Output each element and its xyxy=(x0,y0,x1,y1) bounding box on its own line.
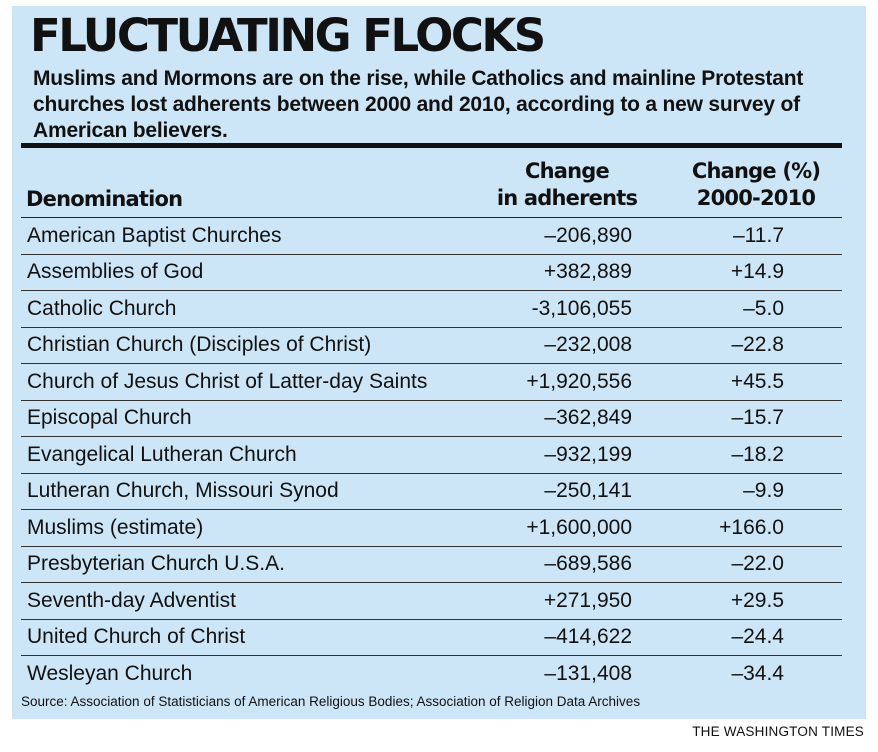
row-percent: +166.0 xyxy=(719,515,784,539)
row-change: –206,890 xyxy=(544,223,632,247)
row-percent: –18.2 xyxy=(731,442,784,466)
publisher-credit: THE WASHINGTON TIMES xyxy=(692,724,864,739)
header-percent-line1: Change (%) xyxy=(691,159,821,183)
table-row: Assemblies of God +382,889 +14.9 xyxy=(21,255,842,291)
row-percent: –11.7 xyxy=(733,223,784,247)
row-change: –232,008 xyxy=(544,333,632,357)
table-row: Christian Church (Disciples of Christ) –2… xyxy=(21,328,842,364)
graphic-panel: FLUCTUATING FLOCKS Muslims and Mormons a… xyxy=(12,6,866,719)
row-denomination: Presbyterian Church U.S.A. xyxy=(27,552,285,576)
table-body: American Baptist Churches –206,890 –11.7 As… xyxy=(21,218,842,692)
header-change-line2: in adherents xyxy=(496,186,638,210)
row-change: +1,600,000 xyxy=(526,515,632,539)
table-row: Evangelical Lutheran Church –932,199 –18.2 xyxy=(21,437,842,474)
row-denomination: Evangelical Lutheran Church xyxy=(27,442,297,466)
chart-title: FLUCTUATING FLOCKS xyxy=(30,9,546,62)
row-percent: –15.7 xyxy=(731,406,784,430)
row-change: +1,920,556 xyxy=(526,369,632,393)
row-change: +382,889 xyxy=(543,260,632,284)
row-percent: –24.4 xyxy=(731,625,784,649)
row-denomination: United Church of Christ xyxy=(27,625,246,649)
table-row: Muslims (estimate) +1,600,000 +166.0 xyxy=(21,510,842,547)
row-denomination: Church of Jesus Christ of Latter-day Sai… xyxy=(27,369,428,393)
row-percent: +14.9 xyxy=(730,260,784,284)
row-change: –932,199 xyxy=(544,442,632,466)
row-change: +271,950 xyxy=(543,588,632,612)
row-change: –250,141 xyxy=(544,479,632,503)
row-denomination: Christian Church (Disciples of Christ) xyxy=(27,333,372,357)
table-header: Denomination Change in adherents Change (… xyxy=(21,148,842,218)
chart-subtitle: Muslims and Mormons are on the rise, whi… xyxy=(33,67,804,142)
row-change: -3,106,055 xyxy=(531,296,632,320)
row-percent: +45.5 xyxy=(730,369,784,393)
row-percent: –5.0 xyxy=(743,296,784,320)
header-change: Change in adherents xyxy=(487,158,647,212)
row-denomination: Assemblies of God xyxy=(27,260,204,284)
source-note: Source: Association of Statisticians of … xyxy=(21,694,641,709)
row-percent: –9.9 xyxy=(743,479,784,503)
table-row: Seventh-day Adventist +271,950 +29.5 xyxy=(21,583,842,620)
row-change: –131,408 xyxy=(544,661,632,685)
row-denomination: Seventh-day Adventist xyxy=(27,588,236,612)
row-change: –362,849 xyxy=(544,406,632,430)
row-denomination: Lutheran Church, Missouri Synod xyxy=(27,479,339,503)
table-row: Episcopal Church –362,849 –15.7 xyxy=(21,401,842,437)
row-denomination: American Baptist Churches xyxy=(27,223,282,247)
table-row: Wesleyan Church –131,408 –34.4 xyxy=(21,656,842,692)
table-top-rule xyxy=(21,143,842,148)
row-percent: –22.8 xyxy=(731,333,784,357)
table-row: United Church of Christ –414,622 –24.4 xyxy=(21,620,842,656)
row-percent: +29.5 xyxy=(730,588,784,612)
table-row: American Baptist Churches –206,890 –11.7 xyxy=(21,218,842,255)
header-percent: Change (%) 2000-2010 xyxy=(686,158,826,212)
row-denomination: Episcopal Church xyxy=(27,406,192,430)
row-denomination: Wesleyan Church xyxy=(27,661,193,685)
row-change: –414,622 xyxy=(544,625,632,649)
row-change: –689,586 xyxy=(544,552,632,576)
row-percent: –22.0 xyxy=(731,552,784,576)
row-denomination: Muslims (estimate) xyxy=(27,515,204,539)
row-percent: –34.4 xyxy=(731,661,784,685)
row-denomination: Catholic Church xyxy=(27,296,177,320)
table-row: Catholic Church -3,106,055 –5.0 xyxy=(21,291,842,328)
table-row: Lutheran Church, Missouri Synod –250,141 –… xyxy=(21,474,842,510)
header-change-line1: Change xyxy=(525,159,610,183)
data-table: Denomination Change in adherents Change (… xyxy=(21,143,842,692)
table-row: Church of Jesus Christ of Latter-day Sai… xyxy=(21,364,842,401)
header-denomination: Denomination xyxy=(26,187,183,211)
header-percent-line2: 2000-2010 xyxy=(696,186,816,210)
table-row: Presbyterian Church U.S.A. –689,586 –22.0 xyxy=(21,547,842,583)
